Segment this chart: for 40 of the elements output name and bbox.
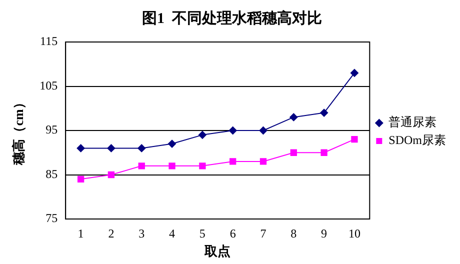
point bbox=[138, 162, 145, 170]
point bbox=[168, 140, 176, 148]
x-tick-label: 10 bbox=[348, 226, 360, 240]
y-tick-label: 105 bbox=[40, 78, 58, 92]
point bbox=[198, 130, 206, 139]
legend-label: SDOm尿素 bbox=[388, 133, 446, 148]
point bbox=[77, 176, 84, 183]
x-tick-label: 6 bbox=[230, 226, 236, 240]
x-tick-label: 9 bbox=[321, 226, 328, 240]
x-tick-label: 1 bbox=[78, 226, 84, 240]
point bbox=[260, 158, 267, 165]
point bbox=[290, 113, 298, 122]
x-tick-label: 5 bbox=[199, 226, 206, 240]
point bbox=[230, 158, 236, 165]
x-tick-label: 3 bbox=[138, 226, 145, 240]
point bbox=[108, 171, 115, 178]
y-tick-label: 85 bbox=[46, 166, 58, 181]
point bbox=[290, 149, 297, 156]
point bbox=[228, 126, 237, 134]
point bbox=[168, 162, 176, 170]
point bbox=[199, 162, 206, 170]
legend-label: 普通尿素 bbox=[388, 115, 437, 130]
chart-title: 图1 不同处理水稻穗高对比 bbox=[142, 8, 322, 27]
x-tick-label: 7 bbox=[260, 226, 266, 240]
point bbox=[320, 108, 328, 117]
y-axis-title: 穗高（cm） bbox=[11, 96, 26, 166]
x-tick-label: 4 bbox=[169, 226, 176, 240]
y-tick-label: 95 bbox=[46, 122, 58, 137]
point bbox=[350, 68, 358, 77]
point bbox=[138, 144, 146, 152]
x-tick-label: 8 bbox=[290, 226, 297, 240]
point bbox=[76, 144, 85, 152]
point bbox=[107, 144, 116, 152]
point bbox=[259, 126, 268, 134]
y-tick-label: 75 bbox=[46, 211, 58, 226]
point bbox=[320, 149, 328, 156]
y-tick-label: 115 bbox=[40, 34, 58, 48]
x-tick-label: 2 bbox=[108, 226, 114, 240]
point bbox=[351, 136, 358, 143]
x-axis-title: 取点 bbox=[204, 244, 231, 259]
